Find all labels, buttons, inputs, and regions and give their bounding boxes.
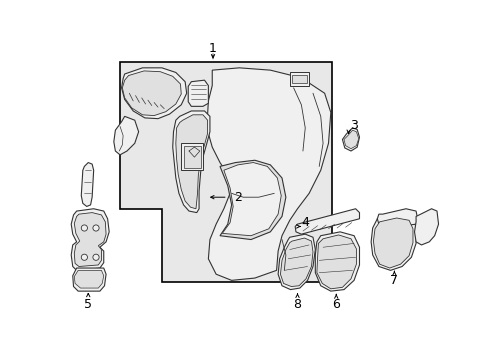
Polygon shape — [278, 234, 315, 289]
Text: 7: 7 — [389, 274, 398, 287]
Polygon shape — [289, 72, 308, 86]
Polygon shape — [176, 115, 207, 209]
Polygon shape — [73, 268, 106, 291]
Polygon shape — [74, 270, 103, 288]
Polygon shape — [81, 163, 94, 206]
Text: 4: 4 — [301, 216, 308, 229]
Polygon shape — [343, 130, 358, 149]
Circle shape — [81, 225, 87, 231]
Polygon shape — [122, 68, 186, 119]
Polygon shape — [291, 75, 306, 83]
Polygon shape — [206, 68, 330, 280]
Polygon shape — [280, 238, 312, 287]
Polygon shape — [172, 111, 209, 213]
Polygon shape — [373, 218, 412, 268]
Polygon shape — [342, 128, 359, 151]
Text: 1: 1 — [209, 42, 217, 55]
Polygon shape — [220, 160, 285, 239]
Polygon shape — [71, 209, 109, 270]
Polygon shape — [377, 209, 417, 226]
Polygon shape — [315, 232, 359, 291]
Polygon shape — [295, 209, 359, 234]
Text: 2: 2 — [233, 191, 241, 204]
Polygon shape — [370, 214, 415, 270]
Polygon shape — [222, 163, 281, 236]
Text: 6: 6 — [332, 298, 340, 311]
Polygon shape — [114, 116, 138, 155]
Polygon shape — [120, 62, 332, 282]
Circle shape — [81, 254, 87, 260]
Polygon shape — [414, 209, 438, 245]
Polygon shape — [188, 80, 208, 106]
Polygon shape — [316, 235, 356, 289]
Circle shape — [93, 254, 99, 260]
Text: 5: 5 — [84, 298, 92, 311]
Circle shape — [93, 225, 99, 231]
Polygon shape — [74, 213, 106, 266]
Polygon shape — [122, 71, 181, 116]
Text: 3: 3 — [349, 119, 357, 132]
Polygon shape — [181, 143, 203, 170]
Polygon shape — [183, 145, 200, 168]
Text: 8: 8 — [293, 298, 301, 311]
